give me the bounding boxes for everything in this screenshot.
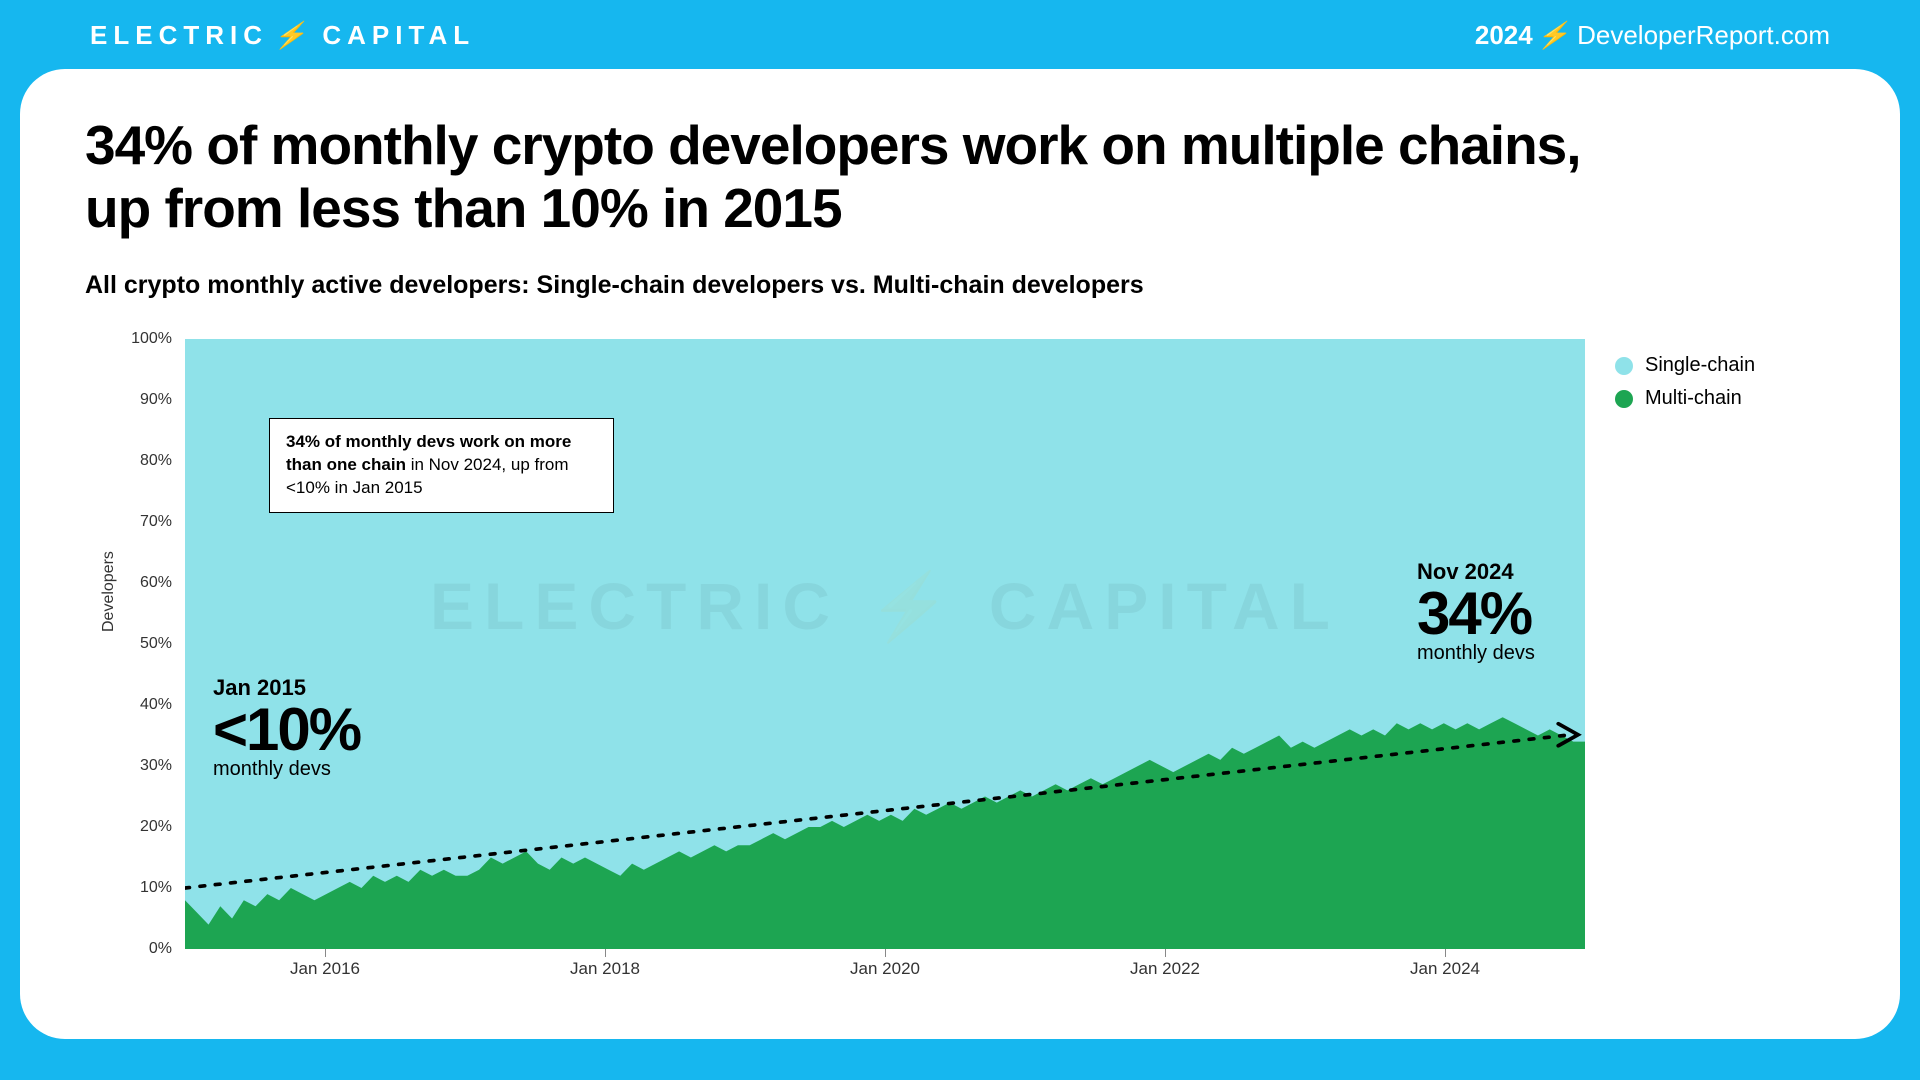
x-tick-mark (1445, 949, 1446, 957)
y-tick-label: 0% (149, 940, 172, 958)
legend-item: Single-chain (1615, 354, 1835, 377)
x-tick-mark (605, 949, 606, 957)
plot: ELECTRIC ⚡ CAPITAL 34% of monthly devs w… (185, 339, 1585, 949)
y-tick-label: 40% (140, 696, 172, 714)
callout-end-value: 34% (1417, 585, 1535, 642)
x-axis-labels: Jan 2016 Jan 2018 Jan 2020 Jan 2022 Jan 2024 (185, 959, 1585, 984)
brand-site: DeveloperReport.com (1577, 20, 1830, 51)
x-tick-label: Jan 2022 (1130, 959, 1200, 979)
x-tick-mark (325, 949, 326, 957)
x-tick-label: Jan 2024 (1410, 959, 1480, 979)
x-tick-mark (885, 949, 886, 957)
y-tick-label: 20% (140, 818, 172, 836)
annotation-box: 34% of monthly devs work on more than on… (269, 418, 614, 513)
report-card: 34% of monthly crypto developers work on… (20, 69, 1900, 1039)
x-tick-mark (1165, 949, 1166, 957)
legend-label: Single-chain (1645, 354, 1755, 377)
y-tick-label: 50% (140, 635, 172, 653)
x-tick-label: Jan 2018 (570, 959, 640, 979)
brand-year: 2024 (1475, 20, 1533, 51)
page-title: 34% of monthly crypto developers work on… (85, 114, 1585, 241)
y-tick-label: 30% (140, 757, 172, 775)
legend-label: Multi-chain (1645, 387, 1742, 410)
y-tick-label: 100% (131, 330, 172, 348)
y-tick-label: 70% (140, 513, 172, 531)
chart-subtitle: All crypto monthly active developers: Si… (85, 271, 1835, 300)
legend-item: Multi-chain (1615, 387, 1835, 410)
y-tick-label: 90% (140, 391, 172, 409)
legend: Single-chain Multi-chain (1615, 354, 1835, 420)
callout-end: Nov 2024 34% monthly devs (1417, 559, 1535, 665)
brand-right: 2024 ⚡ DeveloperReport.com (1475, 20, 1830, 51)
bolt-icon: ⚡ (272, 20, 319, 51)
callout-start: Jan 2015 <10% monthly devs (213, 675, 360, 781)
callout-start-value: <10% (213, 701, 360, 758)
brand-left-1: ELECTRIC (90, 20, 268, 51)
top-bar: ELECTRIC ⚡ CAPITAL 2024 ⚡ DeveloperRepor… (20, 20, 1900, 69)
y-tick-label: 60% (140, 574, 172, 592)
x-tick-label: Jan 2016 (290, 959, 360, 979)
brand-left-2: CAPITAL (322, 20, 475, 51)
legend-swatch (1615, 390, 1633, 408)
brand-logo: ELECTRIC ⚡ CAPITAL (90, 20, 475, 51)
legend-swatch (1615, 357, 1633, 375)
y-axis-labels: 0%10%20%30%40%50%60%70%80%90%100% (115, 339, 180, 949)
bolt-icon: ⚡ (1535, 20, 1576, 51)
x-tick-label: Jan 2020 (850, 959, 920, 979)
y-tick-label: 80% (140, 452, 172, 470)
chart-area: Developers 0%10%20%30%40%50%60%70%80%90%… (115, 339, 1835, 1004)
y-tick-label: 10% (140, 879, 172, 897)
callout-end-sub: monthly devs (1417, 642, 1535, 665)
